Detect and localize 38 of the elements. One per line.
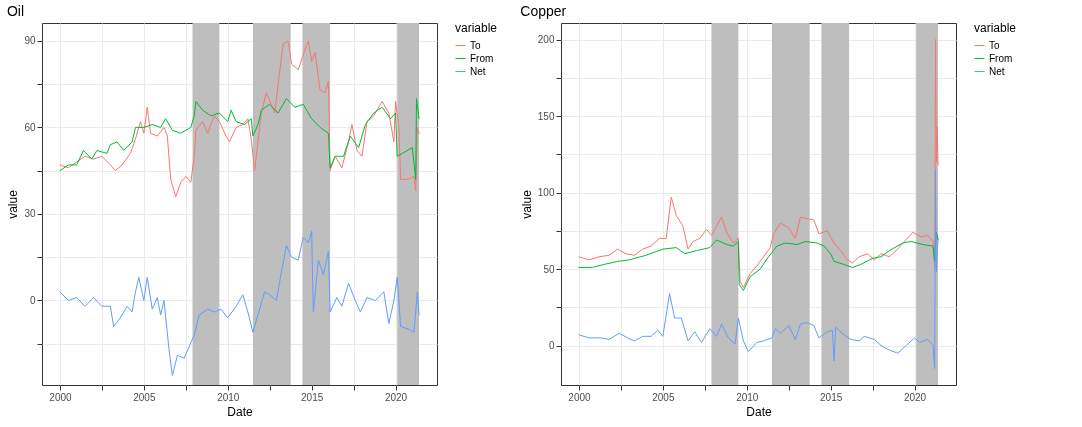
y-tick-label: 60: [24, 121, 36, 133]
x-tick-label: 2015: [820, 391, 843, 403]
y-tick-label: 100: [537, 187, 555, 199]
y-axis-title: value: [519, 189, 534, 219]
x-axis-title: Date: [227, 404, 253, 419]
line-series: [59, 98, 420, 180]
legend-title: variable: [455, 21, 498, 35]
y-axis-title: value: [6, 189, 21, 219]
y-tick-label: 200: [537, 34, 555, 46]
y-tick-label: 150: [537, 110, 555, 122]
legend-label: Net: [470, 65, 486, 77]
y-tick-label: 0: [548, 340, 555, 352]
chart-title: Oil: [6, 3, 24, 19]
x-tick-label: 2005: [652, 391, 675, 403]
x-tick-label: 2000: [49, 391, 73, 403]
x-tick-label: 2015: [301, 391, 324, 403]
x-tick-label: 2020: [903, 391, 927, 403]
line-series: [59, 40, 420, 198]
legend-label: To: [989, 39, 1000, 51]
x-tick-label: 2020: [384, 391, 408, 403]
legend-title: variable: [974, 21, 1017, 35]
line-series: [578, 169, 939, 369]
y-tick-label: 30: [24, 208, 36, 220]
y-tick-label: 90: [24, 35, 36, 47]
line-series: [578, 39, 939, 288]
legend-label: From: [470, 52, 494, 64]
chart-title: Copper: [520, 3, 567, 19]
x-axis-title: Date: [746, 404, 772, 419]
x-tick-label: 2010: [736, 391, 759, 403]
legend-label: From: [989, 52, 1013, 64]
legend-label: Net: [989, 65, 1005, 77]
y-tick-label: 0: [29, 294, 36, 306]
line-series: [59, 230, 420, 376]
x-tick-label: 2000: [568, 391, 592, 403]
legend-label: To: [470, 39, 481, 51]
y-tick-label: 50: [543, 263, 555, 275]
x-tick-label: 2005: [133, 391, 156, 403]
x-tick-label: 2010: [217, 391, 240, 403]
